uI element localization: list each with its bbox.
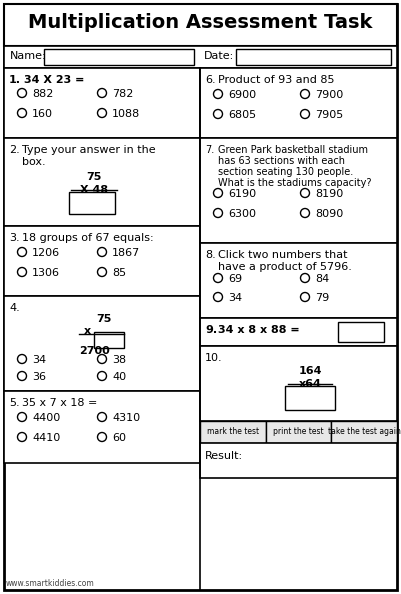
Bar	[44, 49, 194, 65]
Text: 40: 40	[112, 372, 126, 382]
Text: 1206: 1206	[32, 248, 60, 258]
Text: 85: 85	[112, 268, 126, 278]
Bar	[200, 318, 397, 346]
Text: x64: x64	[299, 379, 322, 389]
Text: 75: 75	[96, 314, 112, 324]
Bar	[200, 346, 397, 421]
Bar	[200, 421, 266, 443]
Text: 8.: 8.	[205, 250, 216, 260]
Text: 34 x 8 x 88 =: 34 x 8 x 88 =	[218, 325, 300, 335]
Text: 9.: 9.	[205, 325, 217, 335]
Text: 6300: 6300	[228, 209, 256, 219]
Text: 5.: 5.	[9, 398, 20, 408]
Text: box.: box.	[22, 157, 46, 167]
Bar	[4, 138, 200, 226]
Text: 69: 69	[228, 274, 242, 284]
Bar	[200, 68, 397, 138]
Bar	[4, 296, 200, 391]
Text: 10.: 10.	[205, 353, 223, 363]
Bar	[236, 49, 391, 65]
Text: 34 X 23 =: 34 X 23 =	[24, 75, 84, 85]
Text: 7905: 7905	[315, 110, 343, 120]
Text: 2700: 2700	[79, 346, 109, 356]
Bar	[4, 226, 200, 296]
Text: 6190: 6190	[228, 189, 256, 199]
Text: Type your answer in the: Type your answer in the	[22, 145, 156, 155]
Bar	[285, 386, 335, 410]
Text: What is the stadiums capacity?: What is the stadiums capacity?	[218, 178, 371, 188]
Text: 36: 36	[32, 372, 46, 382]
Text: 4400: 4400	[32, 413, 60, 423]
Text: 882: 882	[32, 89, 53, 99]
Text: 1.: 1.	[9, 75, 21, 85]
Bar	[4, 4, 397, 46]
Text: 6900: 6900	[228, 90, 256, 100]
Text: 8190: 8190	[315, 189, 343, 199]
Bar	[4, 68, 200, 138]
Bar	[200, 243, 397, 318]
Text: 34: 34	[228, 293, 242, 303]
Text: x: x	[84, 326, 91, 336]
Text: 35 x 7 x 18 =: 35 x 7 x 18 =	[22, 398, 97, 408]
Text: 164: 164	[298, 366, 322, 376]
Bar	[200, 443, 397, 478]
Text: Name:: Name:	[10, 51, 47, 61]
Text: Multiplication Assessment Task: Multiplication Assessment Task	[28, 14, 373, 33]
Bar	[331, 421, 397, 443]
Bar	[94, 332, 124, 348]
Text: X 48: X 48	[80, 185, 108, 195]
Text: 8090: 8090	[315, 209, 343, 219]
Text: Product of 93 and 85: Product of 93 and 85	[218, 75, 334, 85]
Text: have a product of 5796.: have a product of 5796.	[218, 262, 352, 272]
Text: 4410: 4410	[32, 433, 60, 443]
Text: 4.: 4.	[9, 303, 20, 313]
Text: 1306: 1306	[32, 268, 60, 278]
Bar	[338, 322, 384, 342]
Text: 160: 160	[32, 109, 53, 119]
Text: mark the test: mark the test	[207, 426, 259, 435]
Text: 782: 782	[112, 89, 134, 99]
Text: Green Park basketball stadium: Green Park basketball stadium	[218, 145, 368, 155]
Text: www.smartkiddies.com: www.smartkiddies.com	[6, 579, 95, 588]
Text: 6.: 6.	[205, 75, 216, 85]
Text: Click two numbers that: Click two numbers that	[218, 250, 348, 260]
Text: 6805: 6805	[228, 110, 256, 120]
Bar	[266, 421, 331, 443]
Text: 75: 75	[86, 172, 102, 182]
Text: section seating 130 people.: section seating 130 people.	[218, 167, 353, 177]
Text: Result:: Result:	[205, 451, 243, 461]
Bar	[4, 391, 200, 463]
Text: 2.: 2.	[9, 145, 20, 155]
Text: 1088: 1088	[112, 109, 140, 119]
Text: 4310: 4310	[112, 413, 140, 423]
Text: 7900: 7900	[315, 90, 343, 100]
Text: 79: 79	[315, 293, 329, 303]
Text: 34: 34	[32, 355, 46, 365]
Bar	[4, 46, 397, 68]
Text: 3.: 3.	[9, 233, 20, 243]
Text: Date:: Date:	[204, 51, 234, 61]
Text: 60: 60	[112, 433, 126, 443]
Bar	[69, 192, 115, 214]
Text: 84: 84	[315, 274, 329, 284]
Text: take the test again: take the test again	[328, 426, 401, 435]
Text: print the test: print the test	[273, 426, 324, 435]
Text: 7.: 7.	[205, 145, 214, 155]
Text: 18 groups of 67 equals:: 18 groups of 67 equals:	[22, 233, 154, 243]
Bar	[200, 138, 397, 243]
Text: 1867: 1867	[112, 248, 140, 258]
Text: has 63 sections with each: has 63 sections with each	[218, 156, 345, 166]
Text: 38: 38	[112, 355, 126, 365]
